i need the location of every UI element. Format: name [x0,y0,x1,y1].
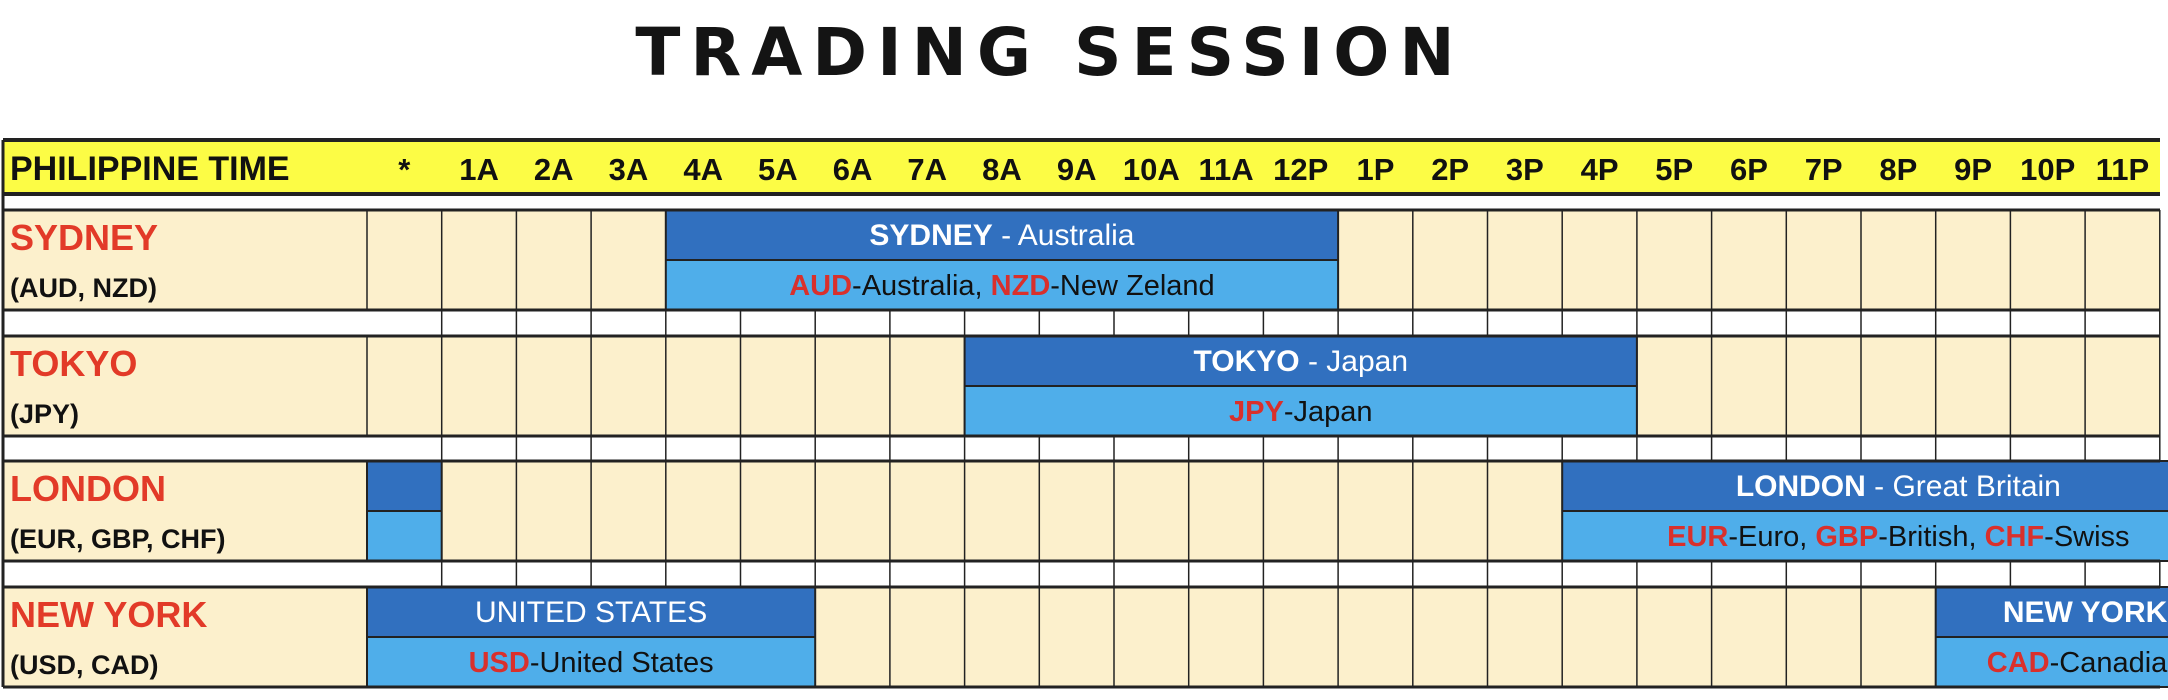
time-label: 11P [2096,152,2149,187]
session-row-bg [3,587,2160,687]
currency-label: (EUR, GBP, CHF) [10,524,226,554]
time-label: 1A [459,152,499,187]
time-label: 11A [1198,152,1253,187]
time-label: * [398,152,411,187]
time-label: 9P [1954,152,1992,187]
time-label: 5A [758,152,798,187]
time-label: 5P [1655,152,1693,187]
session-bar-currencies: JPY-Japan [1229,396,1373,428]
session-bar-top [665,210,1339,260]
header-label: PHILIPPINE TIME [10,150,290,188]
time-label: 6A [833,152,873,187]
session-bar-bottom [367,637,816,687]
time-label: 4A [683,152,723,187]
time-label: 1P [1356,152,1394,187]
time-label: 7A [907,152,947,187]
session-bar-bottom [1935,637,2168,687]
time-label: 3P [1506,152,1544,187]
session-bar-top [964,336,1637,386]
time-label: 12P [1273,152,1328,187]
time-label: 3A [609,152,649,187]
session-bar-title: LONDON - Great Britain [1736,470,2061,503]
time-label: 6P [1730,152,1768,187]
session-bar-title: NEW YORK [2003,596,2168,629]
chart-title: TRADING SESSION [635,14,1465,91]
time-label: 8A [982,152,1022,187]
session-bar-bottom [1562,511,2168,561]
time-label: 10P [2020,152,2075,187]
city-label: LONDON [10,468,166,509]
time-label: 2A [534,152,574,187]
session-bar-title: SYDNEY - Australia [869,219,1134,252]
session-bar-currencies: USD-United States [469,647,714,679]
time-label: 8P [1879,152,1917,187]
session-bar-bottom [367,511,442,561]
session-bar-currencies: AUD-Australia, NZD-New Zeland [789,270,1214,302]
city-label: TOKYO [10,343,137,384]
time-label: 2P [1431,152,1469,187]
currency-label: (USD, CAD) [10,650,159,680]
session-bar-title: UNITED STATES [475,596,707,629]
city-label: NEW YORK [10,594,207,635]
session-bar-top [367,461,442,511]
city-label: SYDNEY [10,217,158,258]
session-bar-top [1562,461,2168,511]
time-label: 10A [1123,152,1180,187]
currency-label: (AUD, NZD) [10,273,157,303]
currency-label: (JPY) [10,399,79,429]
session-bar-currencies: CAD-Canadian [1987,647,2168,679]
time-label: 7P [1805,152,1843,187]
time-label: 4P [1581,152,1619,187]
session-bar-currencies: EUR-Euro, GBP-British, CHF-Swiss [1667,521,2129,553]
time-label: 9A [1057,152,1097,187]
header-band [3,140,2160,194]
session-bar-bottom [964,386,1637,436]
session-bar-title: TOKYO - Japan [1193,345,1408,378]
session-bar-top [1935,587,2168,637]
session-bar-top [367,587,816,637]
session-bar-bottom [665,260,1339,310]
